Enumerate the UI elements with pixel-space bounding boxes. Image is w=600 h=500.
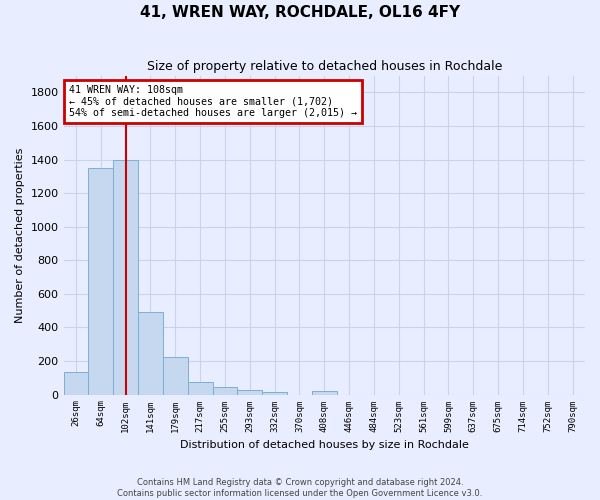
Bar (113, 160, 138, 394)
Bar (212, 387, 238, 394)
Y-axis label: Number of detached properties: Number of detached properties (15, 148, 25, 322)
Bar (238, 390, 262, 394)
Text: 41 WREN WAY: 108sqm
← 45% of detached houses are smaller (1,702)
54% of semi-det: 41 WREN WAY: 108sqm ← 45% of detached ho… (69, 85, 357, 118)
Bar (88, 168, 113, 394)
Text: Contains HM Land Registry data © Crown copyright and database right 2024.
Contai: Contains HM Land Registry data © Crown c… (118, 478, 482, 498)
Bar (188, 382, 212, 394)
X-axis label: Distribution of detached houses by size in Rochdale: Distribution of detached houses by size … (180, 440, 469, 450)
Text: 41, WREN WAY, ROCHDALE, OL16 4FY: 41, WREN WAY, ROCHDALE, OL16 4FY (140, 5, 460, 20)
Bar (262, 392, 287, 394)
Bar (312, 391, 337, 394)
Bar (138, 312, 163, 394)
Bar (163, 357, 188, 395)
Title: Size of property relative to detached houses in Rochdale: Size of property relative to detached ho… (146, 60, 502, 73)
Bar (64, 372, 88, 394)
